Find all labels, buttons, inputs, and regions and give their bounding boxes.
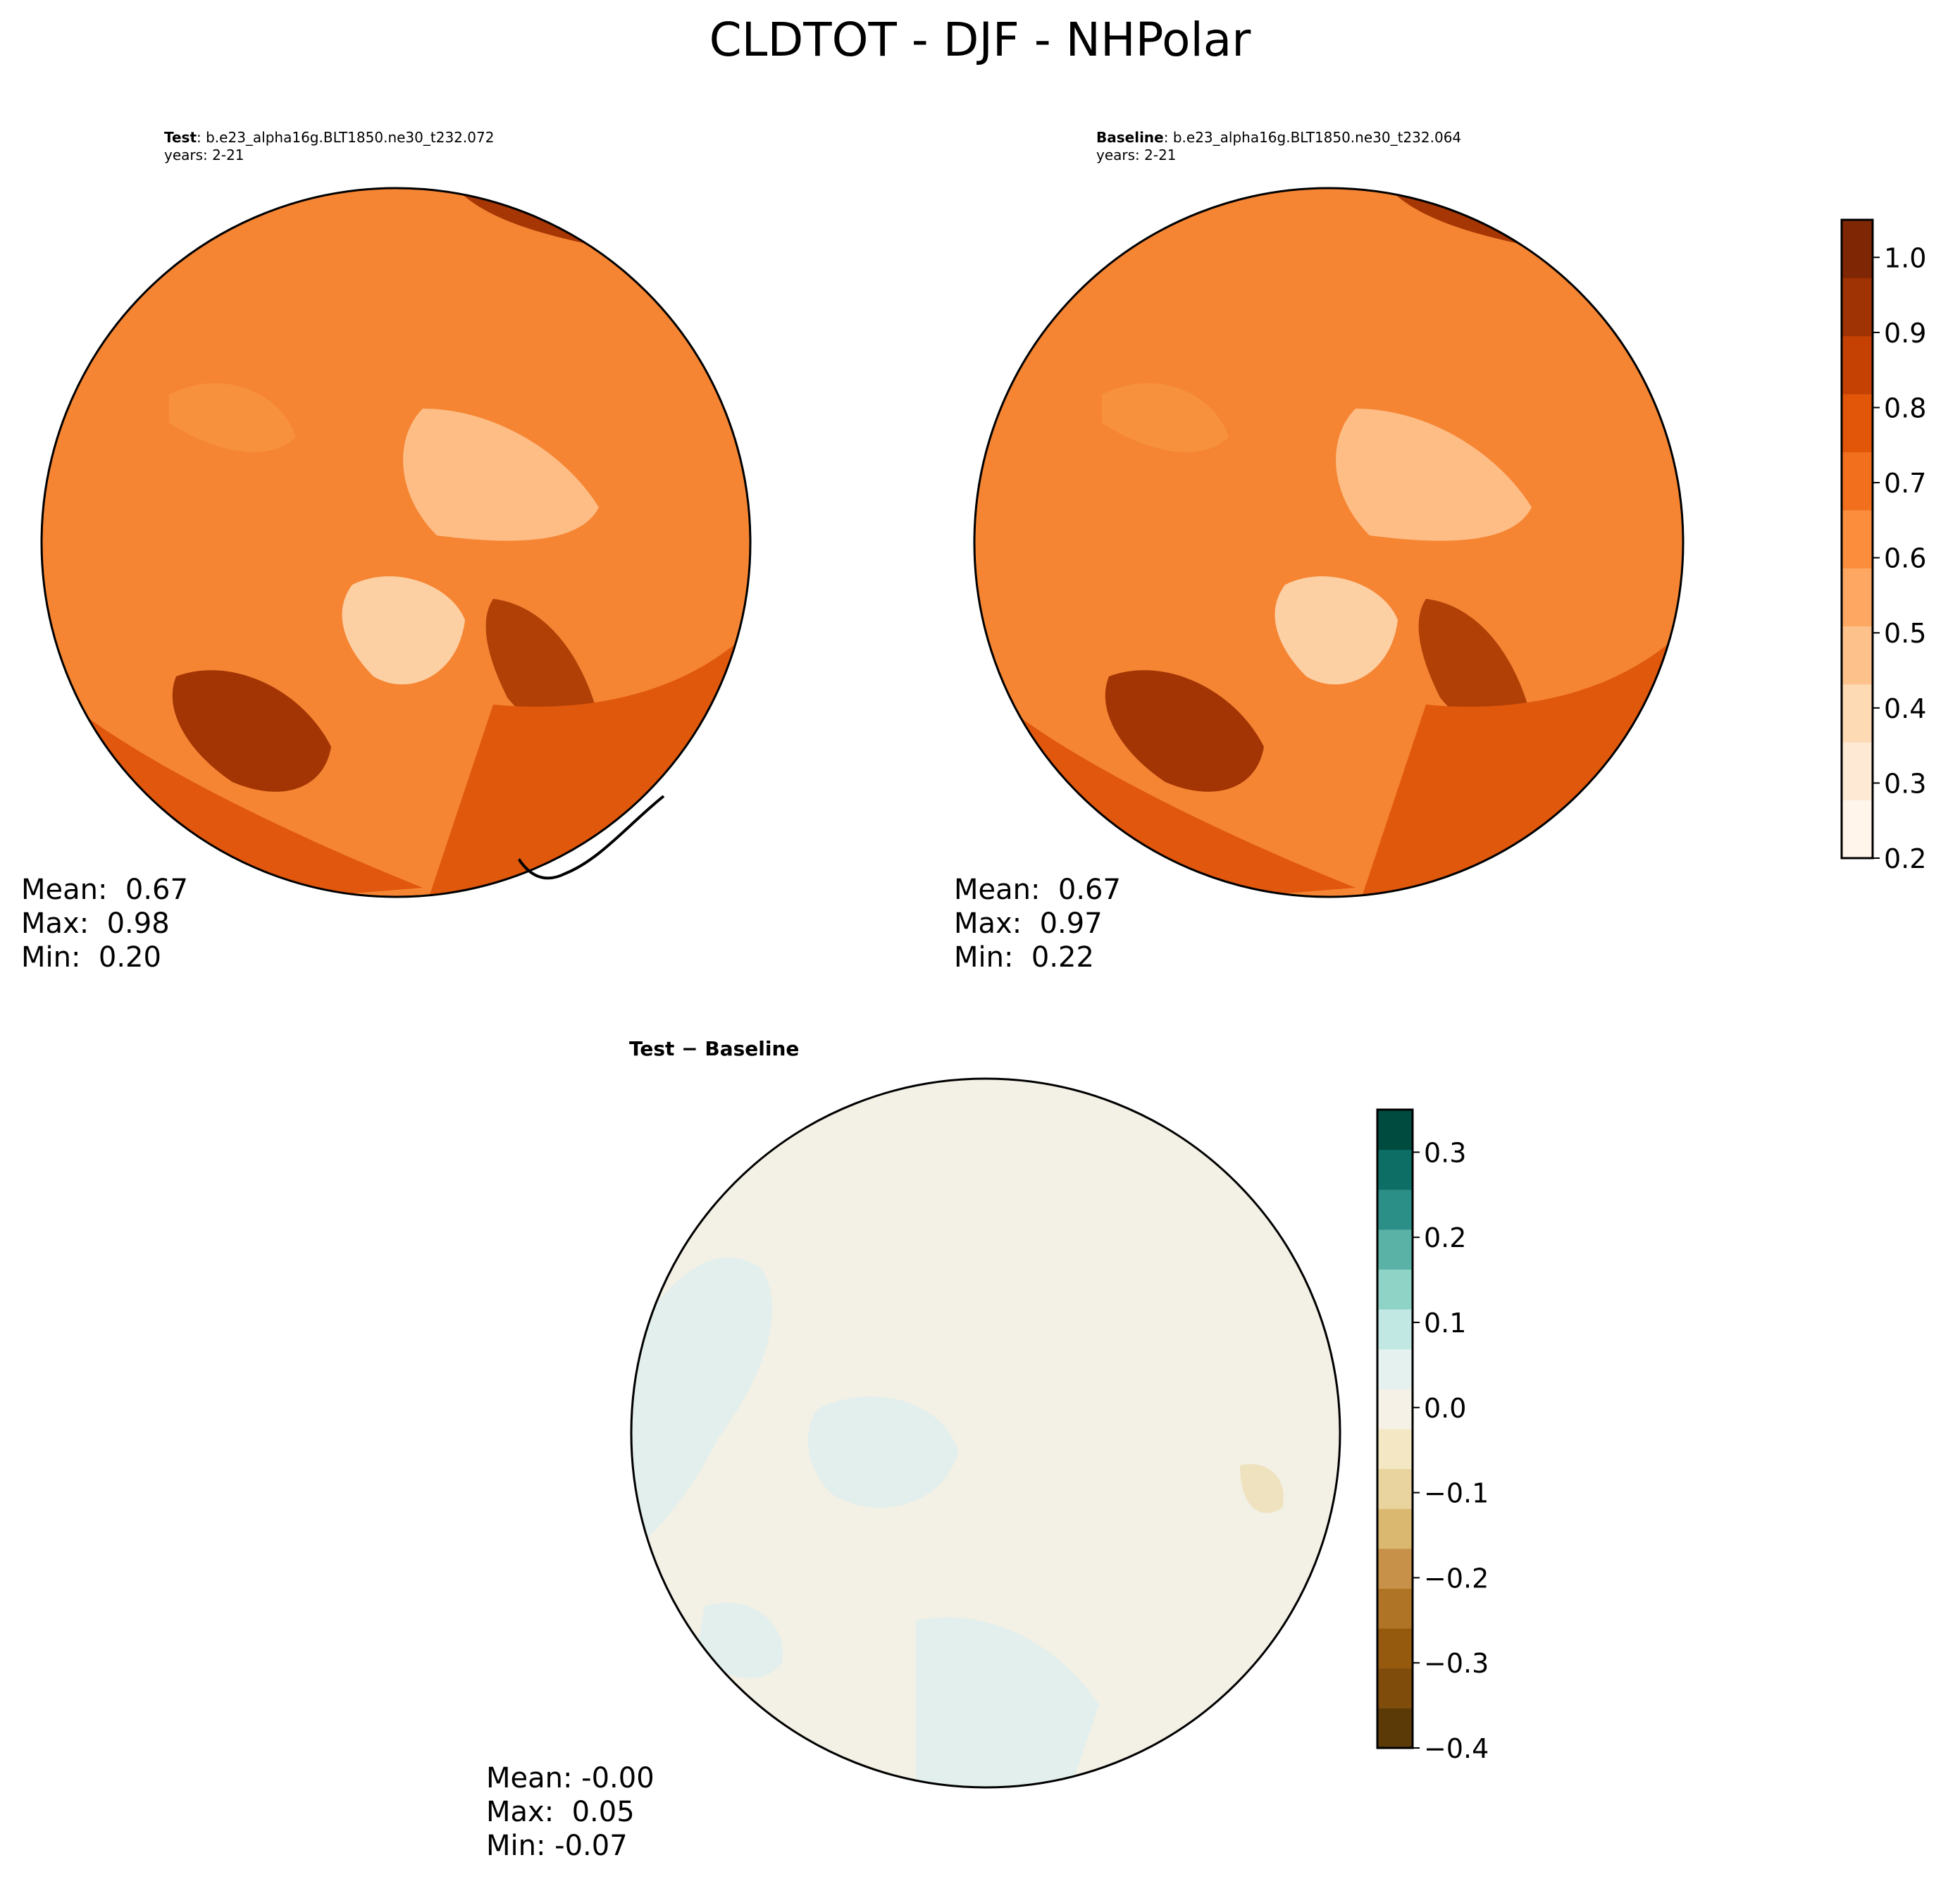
field-colorbar-segment <box>1842 626 1873 685</box>
field-colorbar-tick-label: 0.4 <box>1884 693 1926 724</box>
diff-colorbar-tick-label: 0.1 <box>1424 1308 1466 1339</box>
field-colorbar-segment <box>1842 220 1873 278</box>
baseline-mean: Mean: 0.67 <box>954 874 1121 906</box>
diff-colorbar-segment <box>1377 1548 1413 1589</box>
test-mean: Mean: 0.67 <box>21 874 188 906</box>
field-colorbar: 0.2 0.3 0.4 0.5 0.6 0.7 0.8 0.9 1.0 <box>1840 218 1926 874</box>
diff-colorbar-segment <box>1377 1269 1413 1310</box>
diff-colorbar-segment <box>1377 1229 1413 1270</box>
test-max: Max: 0.98 <box>21 907 170 940</box>
diff-colorbar-segment <box>1377 1189 1413 1230</box>
diff-colorbar-segment <box>1377 1348 1413 1389</box>
diff-stats: Mean: -0.00 Max: 0.05 Min: -0.07 <box>486 1761 655 1863</box>
diff-colorbar-segment <box>1377 1429 1413 1470</box>
field-colorbar-tick-label: 0.3 <box>1884 768 1926 799</box>
field-colorbar-tick-label: 0.9 <box>1884 318 1926 349</box>
diff-colorbar-segment <box>1377 1588 1413 1629</box>
test-case: : b.e23_alpha16g.BLT1850.ne30_t232.072 <box>197 129 495 146</box>
field-colorbar-frame <box>1840 218 1874 860</box>
diff-colorbar-segment <box>1377 1149 1413 1190</box>
test-label: Test <box>164 129 197 146</box>
diff-colorbar-segment <box>1377 1468 1413 1509</box>
diff-map <box>630 1077 1341 1789</box>
baseline-map <box>973 187 1685 898</box>
diff-colorbar-tick-label: 0.3 <box>1424 1137 1466 1168</box>
baseline-header: Baseline: b.e23_alpha16g.BLT1850.ne30_t2… <box>1096 129 1461 164</box>
diff-colorbar-tick-label: −0.2 <box>1424 1563 1489 1594</box>
field-colorbar-segment <box>1842 452 1873 511</box>
figure-title: CLDTOT - DJF - NHPolar <box>709 13 1251 67</box>
diff-max: Max: 0.05 <box>486 1796 635 1828</box>
diff-colorbar-segment <box>1377 1708 1413 1749</box>
field-colorbar-segment <box>1842 394 1873 452</box>
field-colorbar-segment <box>1842 800 1873 859</box>
diff-colorbar-segment <box>1377 1389 1413 1430</box>
test-min: Min: 0.20 <box>21 941 161 974</box>
baseline-label: Baseline <box>1096 129 1164 146</box>
test-stats: Mean: 0.67 Max: 0.98 Min: 0.20 <box>21 873 188 974</box>
diff-title: Test − Baseline <box>629 1037 800 1060</box>
diff-colorbar-segment <box>1377 1309 1413 1350</box>
field-colorbar-tick-label: 0.6 <box>1884 543 1926 574</box>
test-header: Test: b.e23_alpha16g.BLT1850.ne30_t232.0… <box>164 129 494 164</box>
field-colorbar-segment <box>1842 568 1873 627</box>
diff-mean: Mean: -0.00 <box>486 1762 655 1794</box>
test-map <box>40 187 752 898</box>
diff-colorbar-segment <box>1377 1110 1413 1151</box>
field-colorbar-tick-label: 0.2 <box>1884 843 1926 874</box>
diff-colorbar-tick-label: 0.0 <box>1424 1393 1466 1424</box>
field-colorbar-tick-label: 1.0 <box>1884 242 1926 273</box>
field-colorbar-segment <box>1842 683 1873 743</box>
field-colorbar-segment <box>1842 742 1873 801</box>
baseline-stats: Mean: 0.67 Max: 0.97 Min: 0.22 <box>954 873 1121 974</box>
diff-colorbar-tick-label: −0.4 <box>1424 1733 1489 1764</box>
baseline-max: Max: 0.97 <box>954 907 1103 940</box>
diff-colorbar-frame <box>1376 1108 1414 1749</box>
baseline-min: Min: 0.22 <box>954 941 1094 974</box>
diff-colorbar-tick-label: 0.2 <box>1424 1222 1466 1253</box>
test-years: years: 2-21 <box>164 147 244 163</box>
field-colorbar-segment <box>1842 509 1873 569</box>
diff-colorbar-tick-label: −0.3 <box>1424 1648 1489 1679</box>
diff-colorbar-segment <box>1377 1508 1413 1549</box>
field-colorbar-segment <box>1842 278 1873 337</box>
baseline-years: years: 2-21 <box>1096 147 1177 163</box>
field-colorbar-tick-label: 0.5 <box>1884 618 1926 649</box>
baseline-case: : b.e23_alpha16g.BLT1850.ne30_t232.064 <box>1163 129 1462 146</box>
field-colorbar-segment <box>1842 335 1873 395</box>
field-colorbar-tick-label: 0.8 <box>1884 392 1926 423</box>
diff-colorbar-segment <box>1377 1628 1413 1669</box>
diff-colorbar-segment <box>1377 1668 1413 1709</box>
field-colorbar-tick-label: 0.7 <box>1884 468 1926 499</box>
diff-colorbar: −0.4 −0.3 −0.2 −0.1 0.0 0.1 0.2 0.3 <box>1376 1108 1489 1764</box>
diff-colorbar-tick-label: −0.1 <box>1424 1478 1489 1509</box>
diff-min: Min: -0.07 <box>486 1830 628 1862</box>
diff-map-background <box>631 1079 1340 1787</box>
